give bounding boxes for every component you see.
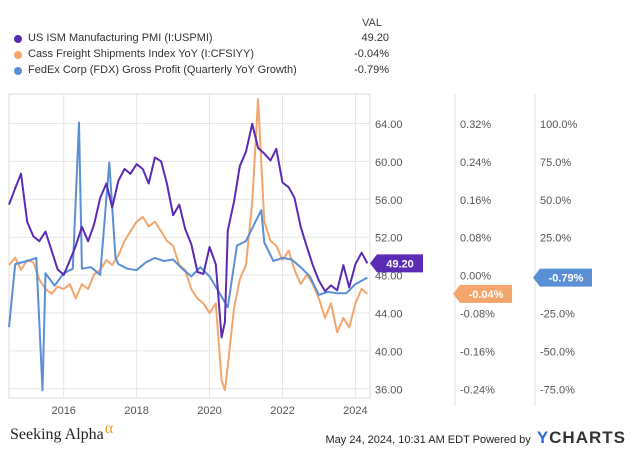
legend-value-header: VAL <box>362 17 382 29</box>
y-tick-label-pmi: 56.00 <box>375 195 403 207</box>
legend-series-value: 49.20 <box>361 32 389 44</box>
legend-marker <box>14 35 22 43</box>
brand-name: Seeking Alpha <box>10 426 104 443</box>
chart-legend: VAL US ISM Manufacturing PMI (I:USPMI) 4… <box>0 0 635 86</box>
last-value-tag-fdx <box>533 268 592 287</box>
y-tick-label-pmi: 64.00 <box>375 119 403 131</box>
x-tick-label: 2018 <box>124 405 148 417</box>
legend-series-name: US ISM Manufacturing PMI (I:USPMI) <box>28 32 213 44</box>
legend-series-value: -0.04% <box>354 48 389 60</box>
seeking-alpha-logo: Seeking Alphaα <box>10 420 113 444</box>
y-tick-label-fdx: 25.0% <box>540 233 571 245</box>
legend-marker <box>14 51 22 59</box>
y-tick-label-fdx: 50.0% <box>540 195 571 207</box>
footer-timestamp: May 24, 2024, 10:31 AM EDT Powered by YC… <box>326 428 627 448</box>
legend-marker <box>14 67 22 75</box>
y-tick-label-cass: 0.16% <box>460 195 491 207</box>
y-tick-label-fdx: 75.0% <box>540 157 571 169</box>
y-tick-label-fdx: -25.0% <box>540 309 575 321</box>
legend-series-name: FedEx Corp (FDX) Gross Profit (Quarterly… <box>28 64 297 76</box>
y-tick-label-pmi: 48.00 <box>375 271 403 283</box>
last-value-tag-pmi <box>370 254 423 273</box>
line-chart: 2016 2018 2020 2022 2024 64.00 60.00 56.00 52.00… <box>8 93 592 417</box>
y-tick-label-cass: -0.16% <box>460 346 495 358</box>
y-tick-label-fdx: -75.0% <box>540 384 575 396</box>
y-tick-label-cass: 0.00% <box>460 271 491 283</box>
legend-series-value: -0.79% <box>354 64 389 76</box>
x-tick-label: 2020 <box>197 405 221 417</box>
y-tick-label-cass: 0.32% <box>460 119 491 131</box>
brand-alpha-mark: α <box>104 420 114 437</box>
legend-item-cass[interactable]: Cass Freight Shipments Index YoY (I:CFSI… <box>14 47 389 63</box>
y-tick-label-pmi: 36.00 <box>375 384 403 396</box>
timestamp-text: May 24, 2024, 10:31 AM EDT Powered by <box>325 434 531 446</box>
plot-area <box>8 93 371 399</box>
ycharts-logo-y: Y <box>536 428 550 447</box>
y-tick-label-cass: 0.08% <box>460 233 491 245</box>
legend-item-fdx[interactable]: FedEx Corp (FDX) Gross Profit (Quarterly… <box>14 63 389 79</box>
legend-item-pmi[interactable]: US ISM Manufacturing PMI (I:USPMI) 49.20 <box>14 31 389 47</box>
y-tick-label-fdx: -50.0% <box>540 346 575 358</box>
last-value-tag-cass <box>453 284 512 303</box>
y-tick-label-pmi: 40.00 <box>375 346 403 358</box>
last-value-label-cass: -0.04% <box>469 289 504 301</box>
legend-series-name: Cass Freight Shipments Index YoY (I:CFSI… <box>28 48 255 60</box>
y-tick-label-cass: -0.08% <box>460 309 495 321</box>
last-value-label-pmi: 49.20 <box>386 258 414 270</box>
y-tick-label-pmi: 44.00 <box>375 309 403 321</box>
x-tick-label: 2024 <box>343 405 367 417</box>
last-value-label-fdx: -0.79% <box>549 273 584 285</box>
series-line-pmi <box>8 122 369 339</box>
ycharts-logo-text: CHARTS <box>549 428 626 447</box>
y-tick-label-cass: -0.24% <box>460 384 495 396</box>
x-tick-label: 2022 <box>270 405 294 417</box>
y-tick-label-cass: 0.24% <box>460 157 491 169</box>
y-tick-label-fdx: 100.0% <box>540 119 578 131</box>
y-tick-label-pmi: 52.00 <box>375 233 403 245</box>
x-tick-label: 2016 <box>51 405 75 417</box>
ycharts-logo: YCHARTS <box>537 428 626 447</box>
y-tick-label-pmi: 60.00 <box>375 157 403 169</box>
